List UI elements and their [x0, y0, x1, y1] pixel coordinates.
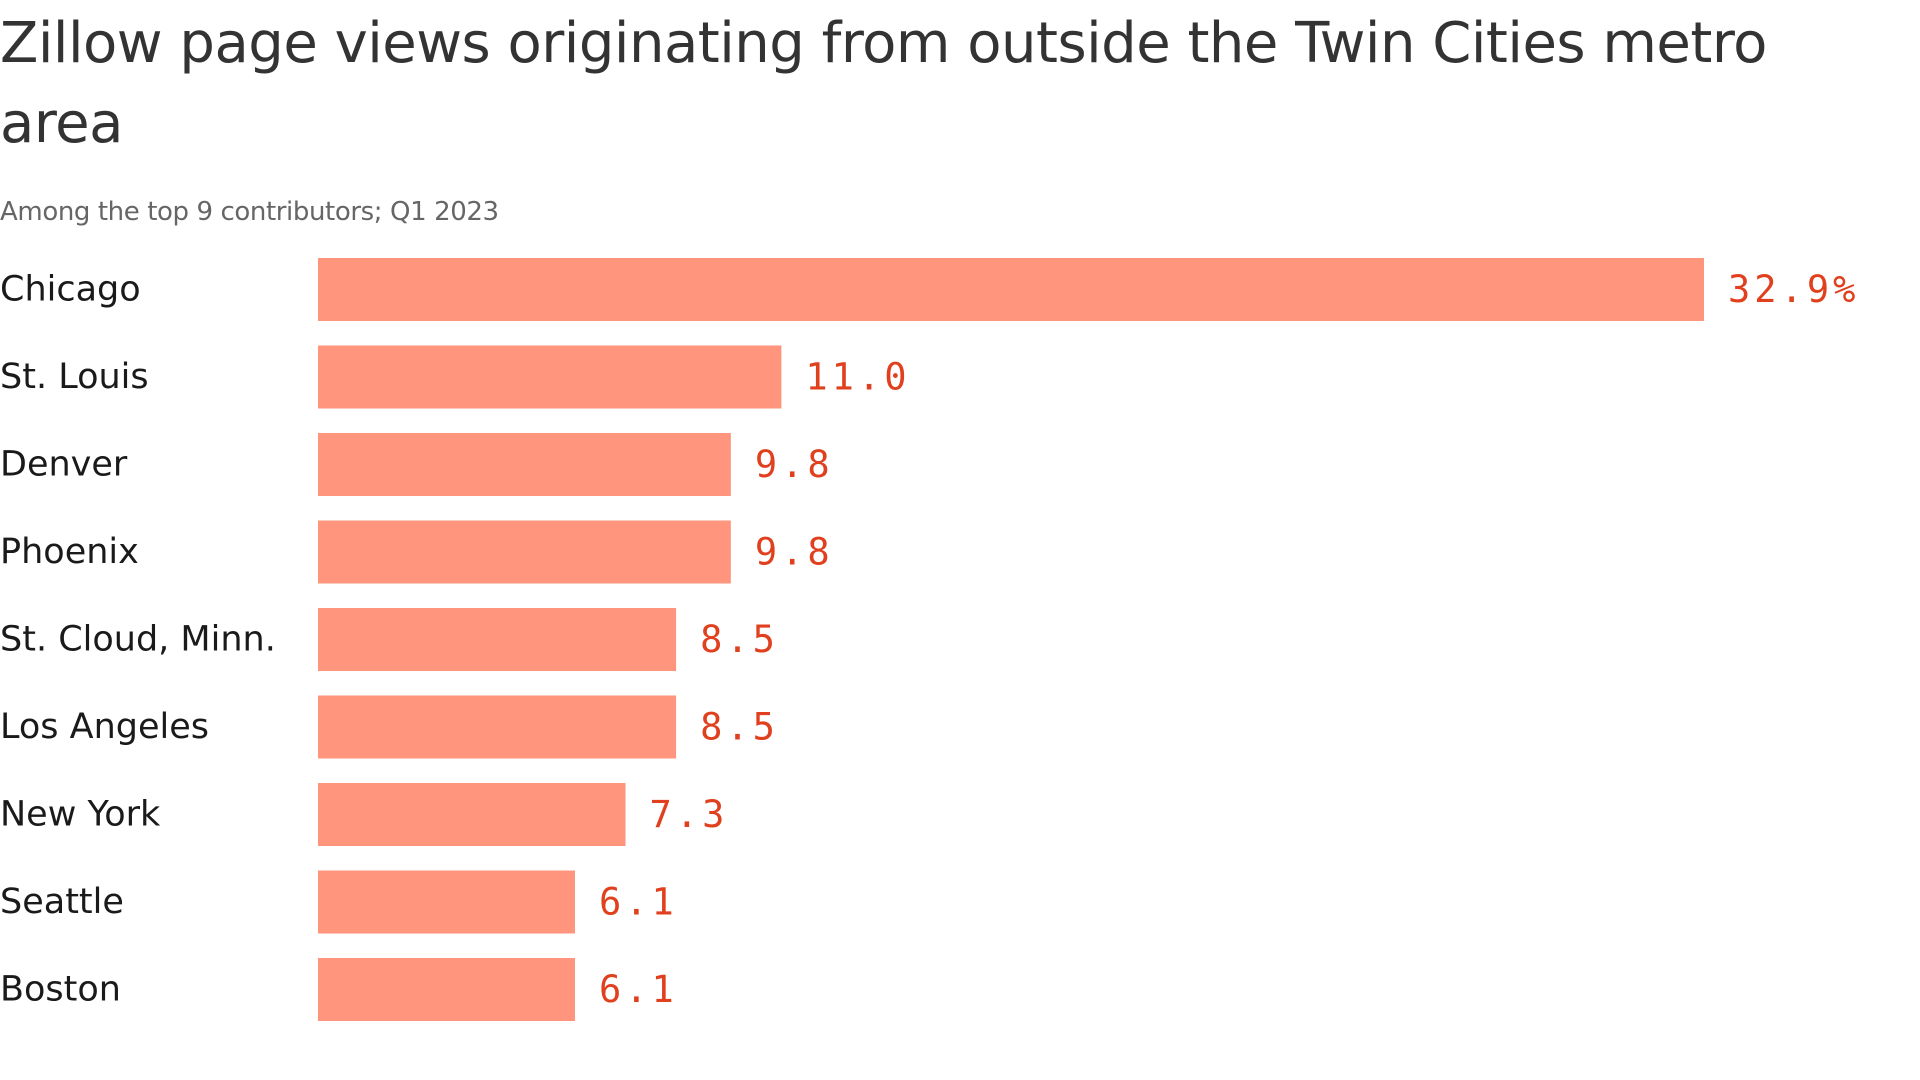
bar — [318, 870, 575, 934]
category-label: St. Louis — [0, 357, 149, 397]
bar-row: Boston 6.1 — [0, 958, 678, 1021]
category-label: Boston — [0, 970, 121, 1010]
bar-row: Seattle 6.1 — [0, 870, 678, 934]
category-label: Chicago — [0, 270, 141, 310]
bar — [318, 783, 626, 846]
bar — [318, 258, 1704, 321]
bar — [318, 608, 677, 671]
category-label: Los Angeles — [0, 707, 209, 747]
bar-row: Los Angeles 8.5 — [0, 695, 779, 759]
bar-row: Chicago 32.9% — [0, 258, 1859, 321]
value-label: 8.5 — [700, 706, 779, 749]
value-label: 6.1 — [599, 968, 678, 1011]
value-label: 9.8 — [755, 531, 834, 574]
bar-row: Phoenix 9.8 — [0, 520, 834, 584]
bar — [318, 958, 575, 1021]
bar-row: St. Cloud, Minn. 8.5 — [0, 608, 779, 671]
bar — [318, 345, 782, 409]
value-label: 7.3 — [650, 793, 729, 836]
chart-subtitle: Among the top 9 contributors; Q1 2023 — [0, 197, 499, 227]
bar — [318, 520, 731, 584]
category-label: Phoenix — [0, 532, 139, 572]
value-label: 11.0 — [805, 356, 910, 399]
category-label: New York — [0, 795, 161, 835]
value-label: 9.8 — [755, 443, 834, 486]
chart-title: Zillow page views originating from outsi… — [0, 11, 1767, 156]
value-label: 32.9% — [1728, 268, 1859, 311]
bar — [318, 695, 677, 759]
bar-row: Denver 9.8 — [0, 433, 834, 496]
bar — [318, 433, 731, 496]
category-label: St. Cloud, Minn. — [0, 620, 276, 660]
bar-row: New York 7.3 — [0, 783, 729, 846]
category-label: Seattle — [0, 882, 124, 922]
bar-row: St. Louis 11.0 — [0, 345, 910, 409]
category-label: Denver — [0, 445, 128, 485]
value-label: 6.1 — [599, 881, 678, 924]
value-label: 8.5 — [700, 618, 779, 661]
